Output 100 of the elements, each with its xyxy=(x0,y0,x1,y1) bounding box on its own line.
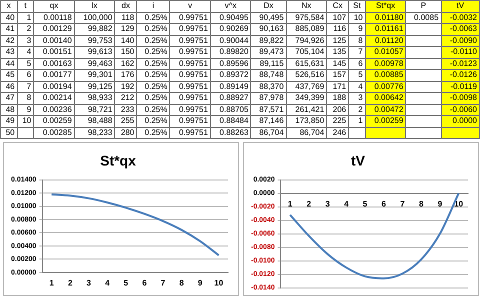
text: 0.00885 xyxy=(374,70,404,80)
text: 98,233 xyxy=(88,128,112,137)
text: 280 xyxy=(120,128,134,137)
text: 705,104 xyxy=(295,47,324,56)
x-tick-label: 8 xyxy=(418,199,424,208)
x-tick-label: 9 xyxy=(198,278,203,288)
text: 0.25% xyxy=(144,47,168,56)
x-tick-label: 2 xyxy=(306,199,312,208)
text: 0.88263 xyxy=(220,128,248,137)
text: 4 xyxy=(358,82,363,91)
text: 0.99751 xyxy=(178,93,208,102)
x-tick-label: 5 xyxy=(124,278,129,288)
text: 44 xyxy=(6,58,15,68)
text: 0.99751 xyxy=(178,36,208,45)
text: 0.89596 xyxy=(220,58,248,68)
text: 176 xyxy=(120,70,134,80)
text: -0.0110 xyxy=(450,47,477,56)
text: 526,516 xyxy=(295,70,324,80)
text: 100,000 xyxy=(83,12,112,22)
text: 41 xyxy=(6,24,15,34)
category-label: tV xyxy=(441,0,480,12)
category-label: qx xyxy=(34,0,74,12)
text: 48 xyxy=(6,104,15,114)
text: 255 xyxy=(120,116,134,126)
text: 0.25% xyxy=(144,58,168,68)
text: -0.0063 xyxy=(450,24,477,34)
text: 0.00214 xyxy=(42,93,72,102)
text: 99,882 xyxy=(88,24,112,34)
category-label: v xyxy=(170,0,210,12)
text: 0.99751 xyxy=(178,128,208,137)
text: 45 xyxy=(6,70,15,80)
text: 0.25% xyxy=(144,82,168,91)
text: 157 xyxy=(332,70,346,80)
text: 0.00163 xyxy=(42,58,72,68)
text: -0.0090 xyxy=(450,36,477,45)
x-tick-label: 7 xyxy=(400,199,406,208)
x-tick-label: 4 xyxy=(105,278,110,288)
text: 2 xyxy=(26,24,32,34)
text: 0.00472 xyxy=(374,104,404,114)
text: 4 xyxy=(26,47,32,56)
x-tick-label: 3 xyxy=(325,199,330,208)
category-label: dx xyxy=(114,0,137,12)
x-tick-label: 10 xyxy=(214,278,224,288)
x-tick-label: 1 xyxy=(49,278,54,288)
category-label: v^x xyxy=(210,0,251,12)
text: 0.88705 xyxy=(220,104,248,114)
text: 99,613 xyxy=(88,47,112,56)
text: 98,721 xyxy=(88,104,112,114)
category-label: lx xyxy=(74,0,115,12)
text: 0.01120 xyxy=(374,36,404,45)
text: 107 xyxy=(332,12,346,22)
text: 3 xyxy=(358,93,363,102)
text: -0.0060 xyxy=(450,104,477,114)
text: 0.88484 xyxy=(220,116,248,126)
x-tick-label: 4 xyxy=(344,199,350,208)
text: -0.0119 xyxy=(450,82,477,91)
text: 118 xyxy=(121,12,134,22)
text: 0.99751 xyxy=(178,58,208,68)
text: 206 xyxy=(332,104,346,114)
text: 47 xyxy=(6,93,15,102)
text: 87,571 xyxy=(259,104,284,114)
text: 10 xyxy=(22,116,32,126)
x-tick-label: 6 xyxy=(382,199,387,208)
text: 0.00118 xyxy=(43,12,72,22)
text: 171 xyxy=(332,82,346,91)
text: -0.0126 xyxy=(450,70,477,80)
text: 173,850 xyxy=(295,116,324,126)
text: 88,748 xyxy=(259,70,284,80)
text: 0.90495 xyxy=(220,12,248,22)
text: 89,115 xyxy=(260,58,284,68)
text: 0.00194 xyxy=(42,82,72,91)
x-tick-label: 6 xyxy=(142,278,148,288)
text: 0.90044 xyxy=(220,36,248,45)
text: 99,753 xyxy=(88,36,112,45)
x-tick-label: 10 xyxy=(454,199,464,208)
text: 8 xyxy=(358,36,363,45)
text: -0.0123 xyxy=(450,58,477,68)
category-label: St xyxy=(348,0,366,12)
text: 0.00978 xyxy=(374,58,404,68)
text: 0.99751 xyxy=(178,70,208,80)
text: 0.00259 xyxy=(374,116,404,126)
text: 135 xyxy=(332,47,346,56)
text: 0.01161 xyxy=(374,24,404,34)
text: 116 xyxy=(333,24,346,34)
text: 0.25% xyxy=(144,24,168,34)
text: -0.0098 xyxy=(450,93,477,102)
text: 885,089 xyxy=(295,24,324,34)
text: 10 xyxy=(354,12,363,22)
text: 0.25% xyxy=(144,128,168,137)
text: 0.00140 xyxy=(42,36,72,45)
text: 246 xyxy=(332,128,346,137)
text: 0.00236 xyxy=(42,104,72,114)
text: 0.25% xyxy=(144,70,168,80)
category-label: x xyxy=(0,0,18,12)
text: 6 xyxy=(358,58,363,68)
text: 99,125 xyxy=(88,82,112,91)
chart-title: tV xyxy=(351,152,366,168)
text: 86,704 xyxy=(300,128,324,137)
text: 90,495 xyxy=(259,12,284,22)
text: -0.0032 xyxy=(450,12,477,22)
